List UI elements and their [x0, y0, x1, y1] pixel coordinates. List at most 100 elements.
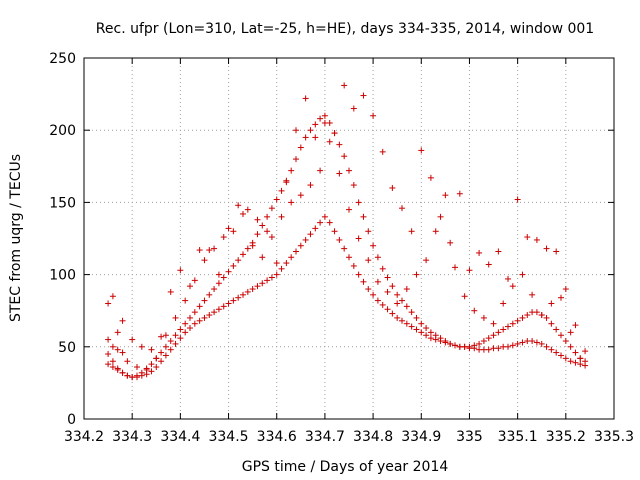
data-point-marker	[533, 236, 540, 243]
data-point-marker	[293, 156, 299, 163]
data-point-marker	[529, 291, 536, 298]
data-point-marker	[514, 340, 521, 347]
x-axis-label: GPS time / Days of year 2014	[242, 459, 449, 475]
data-point-marker	[346, 254, 352, 261]
data-point-marker	[172, 332, 179, 339]
data-point-marker	[533, 309, 540, 316]
data-point-marker	[418, 320, 425, 327]
data-point-marker	[562, 286, 569, 293]
data-point-marker	[148, 361, 155, 368]
data-point-marker	[307, 231, 314, 238]
data-point-marker	[235, 202, 242, 209]
data-point-marker	[321, 119, 328, 126]
data-point-marker	[230, 228, 237, 235]
data-point-marker	[288, 254, 295, 261]
data-point-marker	[403, 286, 410, 293]
data-point-marker	[418, 147, 425, 154]
data-point-marker	[476, 340, 483, 347]
data-point-marker	[394, 300, 401, 307]
data-point-marker	[572, 322, 579, 329]
x-tick-label: 335.3	[594, 429, 634, 445]
data-point-marker	[240, 291, 246, 298]
data-point-marker	[211, 245, 218, 252]
data-point-marker	[374, 278, 381, 285]
data-point-marker	[471, 307, 478, 314]
data-point-marker	[505, 343, 511, 350]
data-point-marker	[471, 342, 478, 349]
data-point-marker	[519, 339, 526, 346]
data-point-marker	[432, 332, 439, 339]
data-point-marker	[529, 338, 536, 345]
data-point-marker	[577, 361, 584, 368]
data-point-marker	[423, 325, 430, 332]
data-point-marker	[312, 121, 319, 128]
data-point-marker	[365, 257, 372, 264]
data-point-marker	[191, 277, 198, 284]
data-point-marker	[196, 317, 203, 324]
data-point-marker	[331, 130, 338, 137]
data-point-marker	[562, 355, 569, 362]
data-point-marker	[408, 323, 415, 330]
data-point-marker	[399, 297, 405, 304]
data-point-marker	[485, 335, 492, 342]
data-point-marker	[509, 283, 516, 290]
data-point-marker	[182, 320, 189, 327]
data-point-marker	[408, 309, 415, 316]
data-point-marker	[505, 323, 511, 330]
data-point-marker	[567, 329, 574, 336]
data-point-marker	[134, 372, 140, 379]
data-point-marker	[215, 306, 222, 313]
y-tick-label: 100	[49, 268, 76, 284]
data-point-marker	[278, 213, 285, 220]
data-point-marker	[548, 320, 555, 327]
data-point-marker	[283, 179, 290, 186]
data-point-marker	[230, 262, 237, 269]
data-point-marker	[249, 286, 256, 293]
data-point-marker	[427, 174, 434, 181]
data-point-marker	[321, 112, 328, 119]
data-point-marker	[182, 297, 189, 304]
data-point-marker	[288, 199, 295, 206]
data-point-marker	[215, 280, 222, 287]
data-points	[105, 82, 589, 381]
data-point-marker	[365, 286, 372, 293]
data-point-marker	[124, 358, 131, 365]
data-point-marker	[138, 369, 145, 376]
data-point-marker	[543, 314, 550, 321]
data-point-marker	[172, 314, 179, 321]
data-point-marker	[206, 291, 213, 298]
data-point-marker	[370, 112, 377, 119]
y-tick-label: 50	[58, 340, 76, 356]
data-point-marker	[336, 236, 343, 243]
data-point-marker	[346, 167, 352, 174]
data-point-marker	[442, 338, 449, 345]
data-point-marker	[500, 326, 507, 333]
data-point-marker	[452, 342, 458, 349]
x-tick-label: 334.8	[353, 429, 393, 445]
data-point-marker	[558, 352, 564, 359]
data-point-marker	[514, 196, 521, 203]
data-point-marker	[162, 352, 169, 359]
data-point-marker	[442, 192, 449, 199]
data-point-marker	[249, 242, 256, 249]
data-point-marker	[119, 317, 126, 324]
data-point-marker	[187, 314, 193, 321]
data-point-marker	[114, 329, 121, 336]
data-point-marker	[288, 167, 295, 174]
y-tick-label: 150	[49, 195, 76, 211]
y-tick-label: 250	[49, 51, 76, 67]
data-point-marker	[317, 115, 324, 122]
data-point-marker	[379, 148, 386, 155]
data-point-marker	[119, 349, 126, 356]
data-point-marker	[105, 336, 112, 343]
data-point-marker	[302, 95, 309, 102]
data-point-marker	[293, 248, 299, 255]
data-point-marker	[220, 234, 227, 241]
data-point-marker	[153, 355, 160, 362]
data-point-marker	[230, 297, 237, 304]
data-point-marker	[384, 274, 391, 281]
data-point-marker	[500, 300, 507, 307]
data-point-marker	[167, 346, 174, 353]
data-point-marker	[370, 242, 377, 249]
x-tick-label: 334.7	[305, 429, 345, 445]
